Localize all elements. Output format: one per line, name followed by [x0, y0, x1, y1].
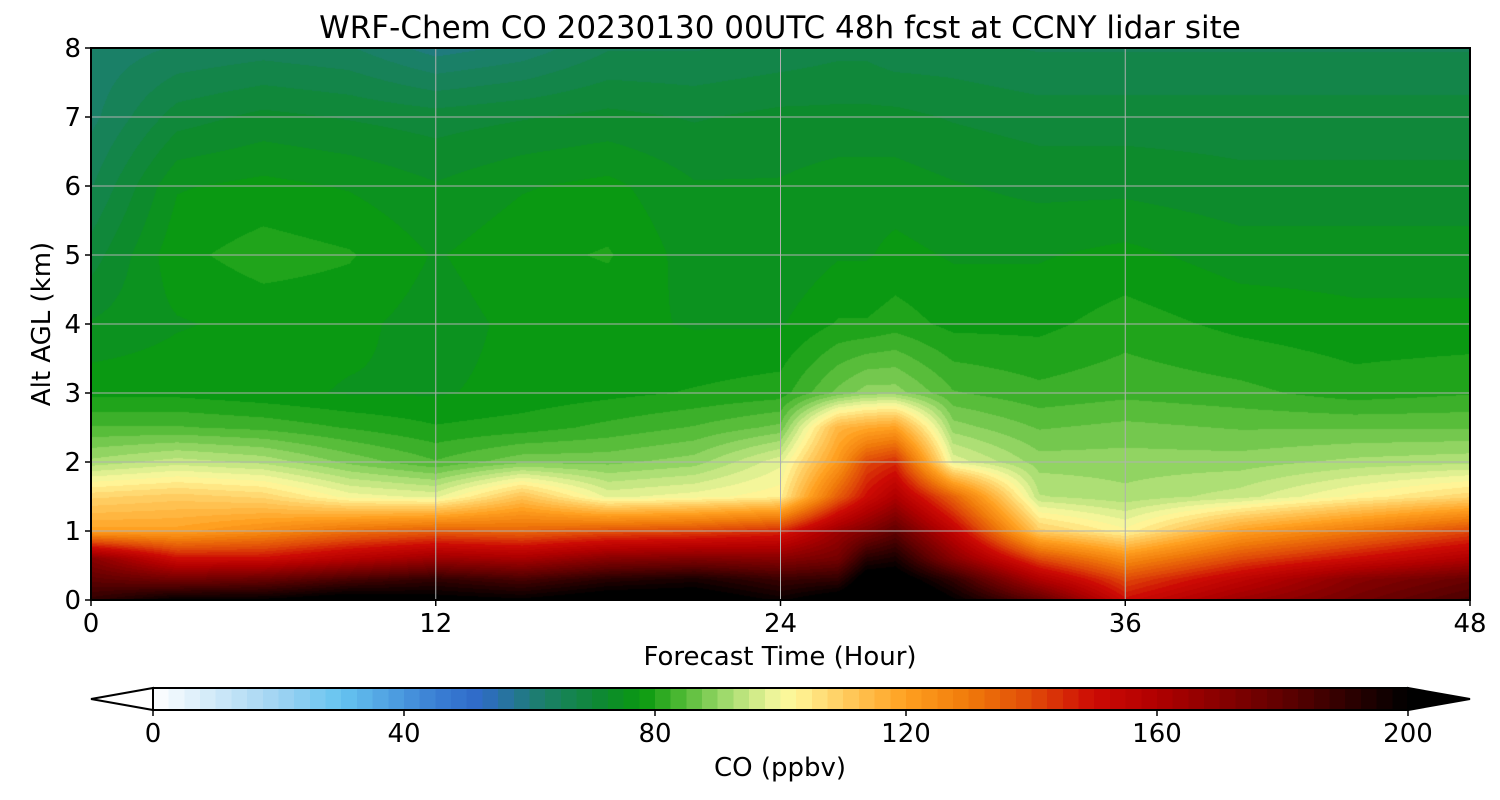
- y-axis-label: Alt AGL (km): [27, 242, 57, 406]
- x-axis-label: Forecast Time (Hour): [643, 642, 916, 672]
- colorbar-tick-label: 200: [1383, 719, 1433, 749]
- y-tick-label: 1: [64, 517, 81, 547]
- colorbar-ticks: 0 40 80 120 160 200: [145, 710, 1433, 749]
- chart-title: WRF-Chem CO 20230130 00UTC 48h fcst at C…: [319, 10, 1241, 46]
- colorbar-low-extend-arrow: [90, 686, 154, 712]
- colorbar-high-extend-arrow: [1407, 686, 1471, 712]
- colorbar-tick-label: 80: [638, 719, 671, 749]
- colorbar-tick-label: 0: [145, 719, 162, 749]
- colorbar: 0 40 80 120 160 200 CO (ppbv): [90, 686, 1471, 783]
- colorbar-tick-label: 160: [1132, 719, 1182, 749]
- colorbar-tick-label: 120: [881, 719, 931, 749]
- x-axis-ticks: 0 12 24 36 48: [83, 600, 1487, 639]
- colorbar-tick-label: 40: [387, 719, 420, 749]
- colorbar-label: CO (ppbv): [714, 753, 846, 783]
- x-tick-label: 36: [1109, 609, 1142, 639]
- x-tick-label: 12: [419, 609, 452, 639]
- colorbar-gradient: [153, 688, 1408, 710]
- y-tick-label: 4: [64, 310, 81, 340]
- colorbar-frame: [152, 687, 1409, 711]
- x-tick-label: 48: [1453, 609, 1486, 639]
- y-axis-ticks: 0 1 2 3 4 5 6 7 8: [64, 34, 91, 616]
- y-tick-label: 8: [64, 34, 81, 64]
- y-tick-label: 6: [64, 172, 81, 202]
- y-tick-label: 2: [64, 448, 81, 478]
- y-tick-label: 0: [64, 586, 81, 616]
- y-tick-label: 3: [64, 379, 81, 409]
- y-tick-label: 5: [64, 241, 81, 271]
- y-tick-label: 7: [64, 103, 81, 133]
- x-tick-label: 0: [83, 609, 100, 639]
- x-tick-label: 24: [764, 609, 797, 639]
